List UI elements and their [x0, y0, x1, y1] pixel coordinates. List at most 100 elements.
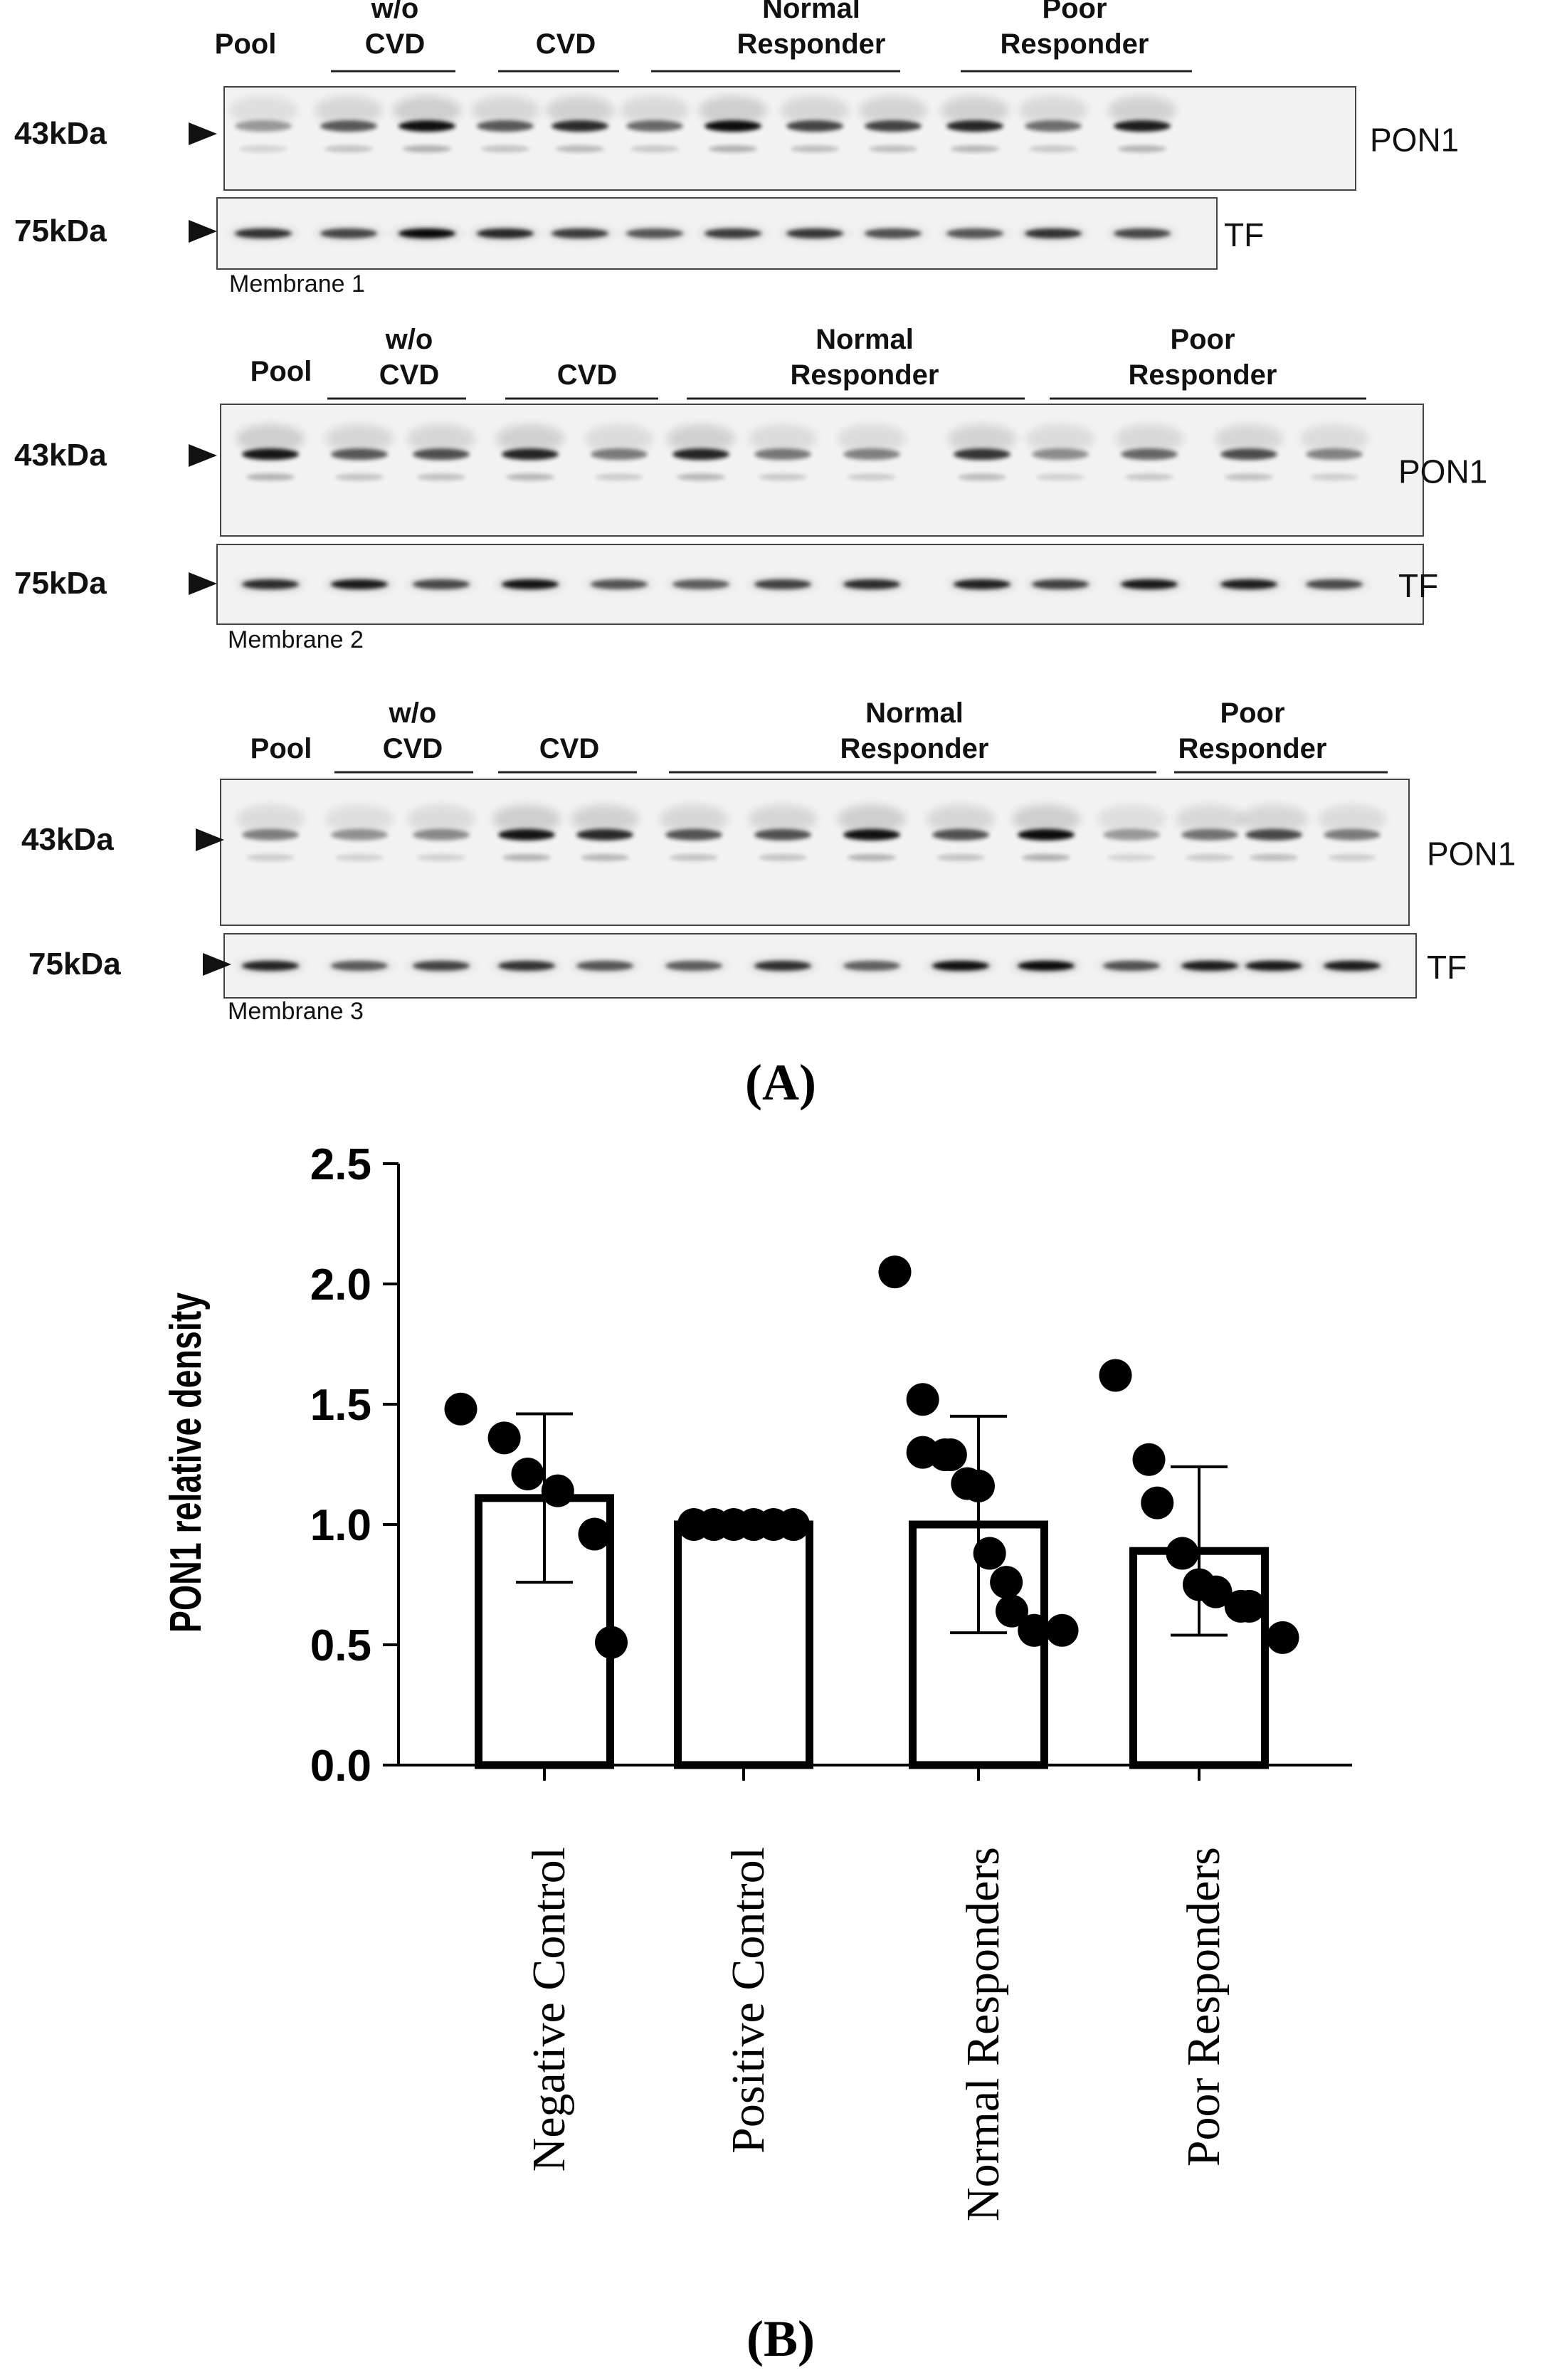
data-point: [595, 1626, 628, 1659]
x-category-label: Positive Control: [722, 1847, 774, 2154]
pon1-band-haze: [1318, 804, 1386, 833]
pon1-lower-band: [481, 145, 529, 153]
tf-band: [1025, 228, 1082, 238]
pon1-lower-band: [502, 853, 551, 861]
tf-band: [1306, 579, 1363, 589]
group-label: Poor: [1170, 324, 1235, 355]
pon1-lower-band: [581, 853, 629, 861]
data-point: [990, 1566, 1023, 1599]
pon1-lower-band: [335, 473, 384, 481]
marker-arrow-icon: [203, 953, 231, 976]
pon1-band-haze: [621, 96, 689, 125]
tf-band: [242, 579, 299, 589]
group-label-line2: Responder: [1178, 733, 1327, 764]
pon1-lower-band: [335, 853, 384, 861]
tf-band: [1220, 579, 1277, 589]
pon1-band: [1324, 828, 1381, 841]
panel-a-western-blot: Pool w/o CVD CVD Normal Responder Poor Responde…: [14, 0, 1516, 1025]
tf-band: [1245, 961, 1302, 971]
pon1-band-haze: [1176, 804, 1244, 833]
pon1-band: [477, 120, 534, 132]
pon1-band-haze: [699, 96, 767, 125]
pon1-lower-band: [1328, 853, 1376, 861]
pon1-band: [672, 448, 729, 460]
x-category-label: Normal Responders: [957, 1847, 1009, 2221]
pon1-band-haze: [546, 96, 614, 125]
pon1-lower-band: [759, 853, 807, 861]
pon1-lower-band: [239, 145, 287, 153]
x-category-label: Negative Control: [523, 1847, 575, 2171]
molecular-weight-marker: 75kDa: [14, 214, 107, 248]
pon1-lower-band: [869, 145, 917, 153]
data-point: [1045, 1613, 1079, 1647]
pon1-lower-band: [595, 473, 643, 481]
y-axis-label: PON1 relative density: [160, 1292, 210, 1633]
tf-band: [954, 579, 1010, 589]
molecular-weight-marker: 43kDa: [14, 116, 107, 151]
tf-band: [1114, 228, 1171, 238]
tf-band: [498, 961, 555, 971]
pon1-band: [591, 448, 648, 460]
group-label-line2: Responder: [1129, 359, 1277, 391]
tf-band: [502, 579, 559, 589]
group-label-line2: Responder: [1001, 28, 1149, 60]
membrane-name: Membrane 2: [228, 626, 364, 653]
tf-band: [331, 579, 388, 589]
tf-band: [242, 961, 299, 971]
pon1-band-haze: [229, 96, 297, 125]
data-point: [934, 1438, 967, 1471]
pon1-lower-band: [677, 473, 725, 481]
molecular-weight-marker: 75kDa: [14, 566, 107, 601]
pon1-band-haze: [236, 424, 305, 453]
pon1-lower-band: [506, 473, 554, 481]
y-tick-label: 1.0: [310, 1501, 371, 1550]
data-point: [487, 1421, 521, 1455]
y-tick-label: 0.5: [310, 1621, 371, 1670]
tf-band: [672, 579, 729, 589]
tf-band: [1181, 961, 1238, 971]
pon1-band: [843, 448, 900, 460]
pon1-band: [331, 448, 388, 460]
pon1-band: [331, 828, 388, 841]
pon1-lower-band: [417, 853, 465, 861]
pon1-band-haze: [838, 424, 906, 453]
data-point: [511, 1458, 544, 1491]
pon1-band: [1032, 448, 1089, 460]
pon1-band-haze: [325, 424, 394, 453]
pon1-band-haze: [749, 424, 817, 453]
pon1-band-haze: [749, 804, 817, 833]
data-point: [1199, 1575, 1233, 1608]
pon1-band: [1181, 828, 1238, 841]
tf-band: [477, 228, 534, 238]
tf-band: [665, 961, 722, 971]
data-point: [1018, 1613, 1051, 1647]
data-point: [906, 1383, 939, 1416]
tf-band: [865, 228, 922, 238]
pon1-band-haze: [1240, 804, 1308, 833]
pon1-lower-band: [1036, 473, 1085, 481]
bar: [674, 1520, 813, 1769]
pon1-band: [946, 120, 1003, 132]
group-label: Pool: [250, 733, 312, 764]
tf-band: [754, 579, 811, 589]
pon1-band-haze: [325, 804, 394, 833]
pon1-band-haze: [1108, 96, 1176, 125]
pon1-band-haze: [948, 424, 1016, 453]
pon1-band-haze: [1300, 424, 1368, 453]
tf-band: [1103, 961, 1160, 971]
tf-band: [843, 961, 900, 971]
pon1-lower-band: [848, 473, 896, 481]
pon1-lower-band: [1022, 853, 1070, 861]
tf-band: [932, 961, 989, 971]
pon1-band-haze: [407, 424, 475, 453]
pon1-band-haze: [941, 96, 1009, 125]
pon1-band: [1306, 448, 1363, 460]
group-label: Normal: [816, 324, 914, 355]
group-label-line2: Responder: [737, 28, 886, 60]
pon1-lower-band: [709, 145, 757, 153]
pon1-lower-band: [1029, 145, 1077, 153]
tf-band: [786, 228, 843, 238]
pon1-band: [786, 120, 843, 132]
membrane-name: Membrane 1: [229, 270, 365, 298]
